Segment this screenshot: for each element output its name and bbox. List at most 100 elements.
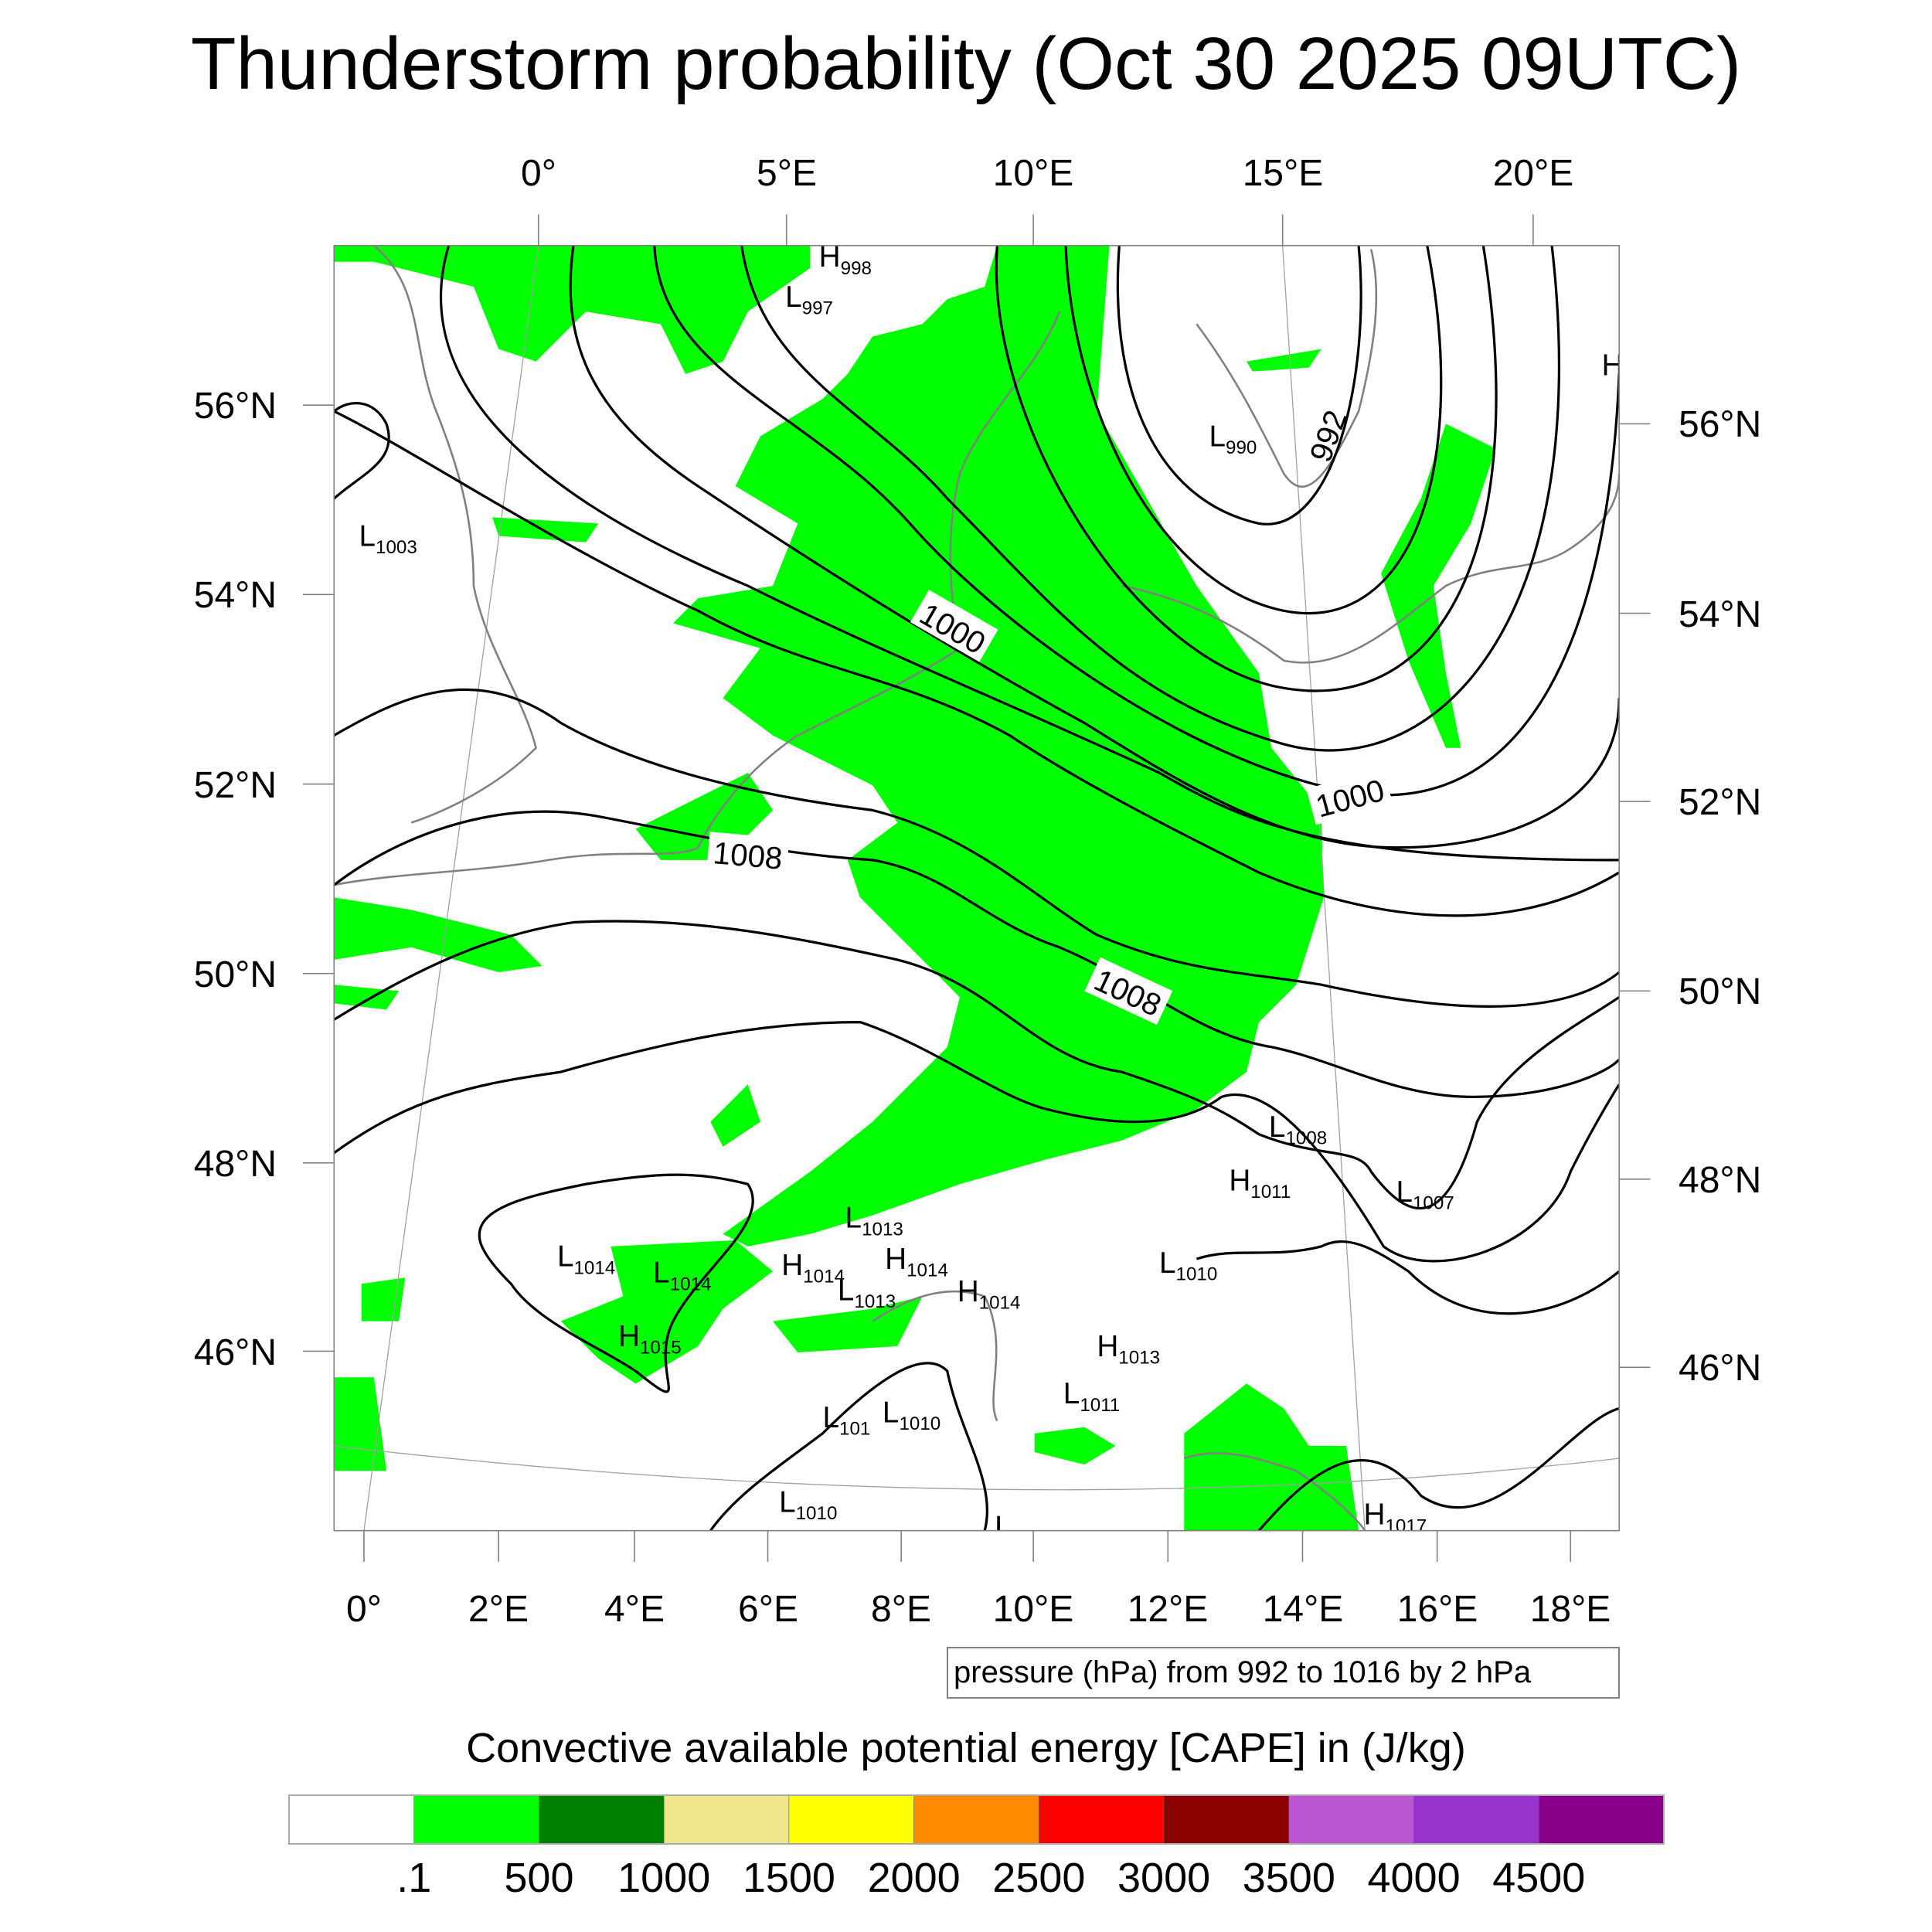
lat-label: 50°N	[1679, 971, 1761, 1012]
cape-region-channel	[334, 897, 543, 973]
lon-label: 0°	[346, 1589, 382, 1630]
pressure-center: L1010	[883, 1396, 940, 1434]
left-latitude-labels: 56°N 54°N 52°N 50°N 48°N 46°N	[194, 386, 277, 1373]
lon-label: 14°E	[1263, 1589, 1344, 1630]
colorbar-swatch	[913, 1794, 1039, 1845]
lat-label: 48°N	[194, 1144, 277, 1185]
pressure-center: L1003	[359, 519, 417, 558]
lat-label: 52°N	[194, 765, 277, 806]
colorbar-swatch	[539, 1794, 665, 1845]
pressure-center: H1013	[1097, 1330, 1160, 1369]
colorbar-swatch	[788, 1794, 914, 1845]
pressure-center: L997	[785, 281, 833, 319]
pressure-center: H1015	[618, 1320, 682, 1359]
lon-label: 18°E	[1530, 1589, 1611, 1630]
pressure-center: L101	[823, 1401, 871, 1440]
cape-region-france	[710, 1084, 760, 1147]
colorbar-swatch	[1538, 1794, 1665, 1845]
cape-region-sweden	[1246, 349, 1321, 372]
pressure-center: L1011	[1063, 1377, 1121, 1416]
coastlines	[334, 245, 1620, 1531]
lon-label: 8°E	[871, 1589, 931, 1630]
pressure-center: H1014	[781, 1249, 845, 1287]
cape-region-adriatic	[1184, 1383, 1359, 1531]
pressure-center: H1017	[1364, 1498, 1427, 1537]
pressure-center: L990	[1209, 420, 1257, 458]
ticks	[302, 214, 1651, 1562]
pressure-center: L1014	[557, 1240, 615, 1279]
pressure-center: L1007	[1396, 1175, 1454, 1214]
colorbar-swatch	[288, 1794, 415, 1845]
contour-info-box: pressure (hPa) from 992 to 1016 by 2 hPa	[947, 1647, 1620, 1699]
lon-label: 10°E	[993, 1589, 1074, 1630]
colorbar-label: 4500	[1492, 1855, 1585, 1901]
colorbar-title: Convective available potential energy [C…	[466, 1725, 1466, 1771]
lon-label: 4°E	[604, 1589, 665, 1630]
lon-label: 12°E	[1128, 1589, 1209, 1630]
pressure-center: H1011	[1229, 1164, 1291, 1202]
lon-label: 0°	[521, 153, 556, 194]
pressure-center: H1014	[885, 1243, 948, 1281]
colorbar-swatch	[413, 1794, 539, 1845]
colorbar-swatch	[663, 1794, 790, 1845]
map: 1000 992 1000 1008 1008 H998 L997 L990 L…	[302, 214, 1651, 1562]
lat-label: 56°N	[194, 386, 277, 427]
lon-label: 20°E	[1493, 153, 1574, 194]
cape-region-south2	[1034, 1427, 1116, 1465]
colorbar-label: .1	[396, 1855, 431, 1901]
chart-title: Thunderstorm probability (Oct 30 2025 09…	[191, 22, 1741, 105]
colorbar-label: 3000	[1117, 1855, 1210, 1901]
colorbar-swatch	[1163, 1794, 1290, 1845]
contour-label: 992	[1302, 406, 1353, 467]
contour-info: pressure (hPa) from 992 to 1016 by 2 hPa	[954, 1655, 1532, 1689]
colorbar-label: 3500	[1243, 1855, 1335, 1901]
lon-label: 10°E	[993, 153, 1074, 194]
pressure-center: L1014	[653, 1257, 711, 1295]
pressure-center: L1013	[838, 1274, 896, 1312]
lon-label: 16°E	[1397, 1589, 1478, 1630]
colorbar-swatch	[1039, 1794, 1165, 1845]
lat-label: 46°N	[1679, 1348, 1761, 1389]
pressure-center: H	[1602, 349, 1624, 382]
colorbar-label: 500	[504, 1855, 573, 1901]
colorbar	[288, 1794, 1665, 1845]
graticule	[334, 245, 1620, 1531]
lat-label: 56°N	[1679, 404, 1761, 445]
colorbar-frame	[288, 1794, 1665, 1845]
cape-region-baltic	[1381, 423, 1496, 748]
colorbar-label: 1000	[617, 1855, 710, 1901]
bottom-longitude-labels: 0° 2°E 4°E 6°E 8°E 10°E 12°E 14°E 16°E 1…	[346, 1589, 1611, 1630]
lat-label: 46°N	[194, 1332, 277, 1373]
lat-label: 52°N	[1679, 782, 1761, 823]
lat-label: 54°N	[194, 575, 277, 616]
lon-label: 6°E	[738, 1589, 798, 1630]
cape-region-south3	[772, 1296, 923, 1352]
right-latitude-labels: 56°N 54°N 52°N 50°N 48°N 46°N	[1679, 404, 1761, 1389]
pressure-center: L1008	[1269, 1111, 1327, 1149]
pressure-center: L1010	[779, 1485, 837, 1524]
lon-label: 2°E	[468, 1589, 529, 1630]
colorbar-labels: .1 500 1000 1500 2000 2500 3000 3500 4000 4500	[396, 1855, 1585, 1901]
pressure-centers: H998 L997 L990 L1003 L1008 H1011 L1007 L…	[359, 246, 1624, 1544]
map-frame	[333, 244, 1620, 1532]
colorbar-swatch	[1413, 1794, 1539, 1845]
pressure-center: L1013	[845, 1202, 903, 1240]
contour-label: 1000	[1312, 772, 1389, 825]
isobars	[334, 245, 1620, 1531]
pressure-center: H1014	[957, 1275, 1021, 1314]
lat-label: 54°N	[1679, 594, 1761, 635]
top-longitude-labels: 0° 5°E 10°E 15°E 20°E	[521, 153, 1573, 194]
colorbar-label: 2000	[868, 1855, 961, 1901]
lat-label: 48°N	[1679, 1160, 1761, 1201]
colorbar-label: 4000	[1367, 1855, 1460, 1901]
cape-region-uk	[492, 517, 599, 543]
lon-label: 15°E	[1243, 153, 1324, 194]
cape-region-sw1	[361, 1277, 406, 1321]
pressure-center: L1010	[1159, 1247, 1217, 1285]
colorbar-label: 2500	[992, 1855, 1085, 1901]
cape-region-alps	[560, 1240, 773, 1384]
pressure-center: L	[995, 1511, 1012, 1544]
colorbar-label: 1500	[743, 1855, 835, 1901]
lat-label: 50°N	[194, 954, 277, 995]
